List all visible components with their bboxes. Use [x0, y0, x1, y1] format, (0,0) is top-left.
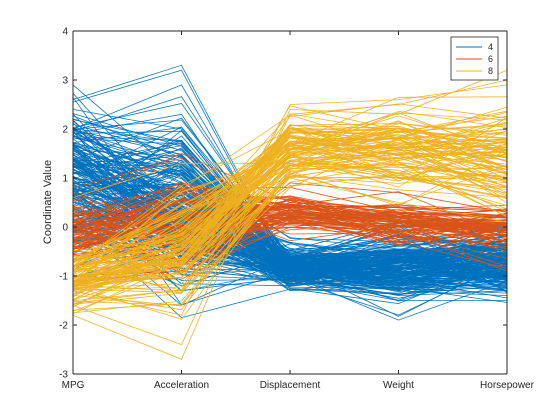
series-8-line: [72, 132, 508, 267]
x-tick-label: Weight: [383, 380, 414, 391]
series-8-line: [72, 118, 508, 282]
series-8-line: [72, 130, 508, 260]
x-tick-label: Horsepower: [480, 380, 535, 391]
tick-labels: -3 -2 -1 0 1 2 3 4 MPG Acceleration Displacement We…: [59, 27, 535, 392]
series-6-line: [72, 153, 508, 218]
legend-label-4: 4: [488, 42, 493, 52]
series-8-line: [72, 121, 508, 286]
legend: 4 6 8: [450, 36, 499, 81]
series-6-line: [72, 188, 508, 221]
series-4-line: [72, 113, 508, 297]
series-8-line: [72, 162, 508, 198]
series-8-line: [72, 136, 508, 279]
y-axis-label: Coordinate Value: [42, 160, 54, 244]
series-8-line: [72, 128, 508, 287]
series-8-line: [72, 117, 508, 302]
series-8-line: [72, 142, 508, 267]
series-8-line: [72, 165, 508, 306]
series-4-line: [72, 139, 508, 263]
series-8-line: [72, 135, 508, 283]
series-6-line: [72, 201, 508, 250]
series-4-line: [72, 69, 508, 294]
series-8: [72, 69, 508, 360]
y-tick-label: -3: [59, 370, 68, 381]
series-6-line: [72, 185, 508, 231]
series-6-line: [72, 208, 508, 255]
series-8-line: [72, 123, 508, 270]
series-6-line: [72, 212, 508, 251]
series-8-line: [72, 144, 508, 291]
y-tick-label: 1: [62, 174, 68, 185]
series-8-line: [72, 176, 508, 306]
series-8-line: [72, 147, 508, 268]
series-8-line: [72, 79, 508, 346]
series-8-line: [72, 130, 508, 258]
y-tick-label: 0: [62, 223, 68, 234]
series-6-line: [72, 216, 508, 277]
series-8-line: [72, 164, 508, 305]
legend-label-8: 8: [488, 66, 493, 76]
axes: [72, 30, 508, 375]
series-lines: [72, 64, 508, 360]
series-4-line: [72, 109, 508, 287]
series-4-line: [72, 185, 508, 299]
series-4-line: [72, 159, 508, 288]
series-4-line: [72, 183, 508, 270]
y-tick-label: -2: [59, 321, 68, 332]
series-8-line: [72, 69, 508, 360]
series-8-line: [72, 84, 508, 316]
series-8-line: [72, 105, 508, 291]
series-8-line: [72, 153, 508, 312]
y-tick-label: -1: [59, 272, 68, 283]
series-4-line: [72, 84, 507, 301]
series-8-line: [72, 134, 508, 285]
series-8-line: [72, 125, 508, 267]
series-6-line: [72, 218, 508, 272]
series-8-line: [72, 127, 508, 282]
y-tick-label: 2: [62, 125, 68, 136]
series-8-line: [72, 163, 508, 279]
series-8-line: [72, 171, 508, 289]
legend-label-6: 6: [488, 54, 493, 64]
series-8-line: [72, 177, 508, 257]
series-8-line: [72, 128, 508, 285]
series-4-line: [72, 145, 508, 277]
series-4-line: [72, 217, 508, 319]
y-tick-label: 3: [62, 76, 68, 87]
x-tick-label: Acceleration: [154, 380, 209, 391]
series-6-line: [72, 206, 508, 235]
series-4-line: [72, 149, 508, 259]
series-8-line: [72, 165, 508, 291]
series-8-line: [72, 137, 508, 294]
x-tick-label: Displacement: [260, 380, 321, 391]
y-tick-label: 4: [62, 27, 68, 38]
series-8-line: [72, 142, 508, 285]
x-tick-label: MPG: [62, 380, 85, 391]
